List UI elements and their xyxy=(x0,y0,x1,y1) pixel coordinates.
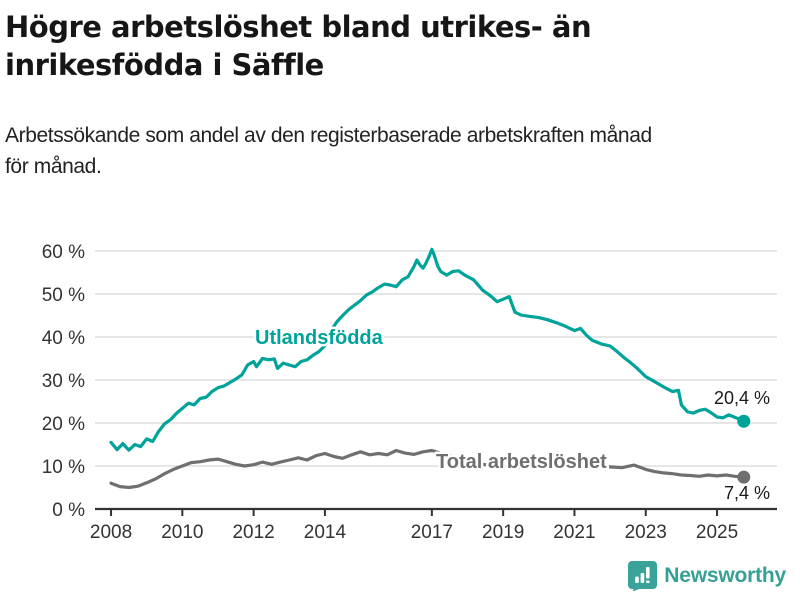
title-line-2: inrikesfödda i Säffle xyxy=(5,48,324,82)
x-axis-tick-label: 2025 xyxy=(696,522,738,543)
x-axis-tick-label: 2023 xyxy=(625,522,667,543)
title-line-1: Högre arbetslöshet bland utrikes- än xyxy=(5,10,592,44)
page-title: Högre arbetslöshet bland utrikes- än inr… xyxy=(5,8,745,84)
y-axis-tick-label: 0 % xyxy=(52,500,85,521)
attribution: Newsworthy xyxy=(628,561,786,591)
y-axis-tick-label: 30 % xyxy=(42,371,85,392)
x-axis-tick-label: 2010 xyxy=(161,522,203,543)
subtitle-line-1: Arbetssökande som andel av den registerb… xyxy=(5,124,652,147)
x-axis-tick-label: 2019 xyxy=(482,522,524,543)
brand-name: Newsworthy xyxy=(664,564,786,587)
logo-bar-1 xyxy=(635,576,640,583)
x-axis-tick-label: 2012 xyxy=(232,522,274,543)
series-label: Total arbetslöshet xyxy=(436,451,607,473)
y-axis-tick-label: 40 % xyxy=(42,328,85,349)
series-end-value-label: 7,4 % xyxy=(724,483,770,503)
logo-bar-3 xyxy=(646,567,650,579)
series-end-value-label: 20,4 % xyxy=(714,388,770,408)
series-line-utlandsfodda xyxy=(109,247,746,452)
series-line-total xyxy=(109,448,746,490)
x-axis-tick-label: 2021 xyxy=(553,522,595,543)
series-label: Utlandsfödda xyxy=(255,327,384,349)
series-end-dot xyxy=(737,414,751,428)
subtitle-line-2: för månad. xyxy=(5,155,102,178)
y-axis-tick-label: 60 % xyxy=(42,242,85,263)
logo-bar-2 xyxy=(640,573,645,583)
series-end-dot xyxy=(737,470,751,484)
y-axis-tick-label: 50 % xyxy=(42,285,85,306)
y-axis-tick-label: 10 % xyxy=(42,457,85,478)
newsworthy-logo-icon xyxy=(628,561,658,591)
x-axis-tick-label: 2017 xyxy=(411,522,453,543)
chart-subtitle: Arbetssökande som andel av den registerb… xyxy=(5,120,795,182)
y-axis-tick-label: 20 % xyxy=(42,414,85,435)
x-axis-tick-label: 2014 xyxy=(304,522,347,543)
x-axis-tick-label: 2008 xyxy=(90,522,132,543)
logo-exclamation-dot xyxy=(646,580,650,584)
